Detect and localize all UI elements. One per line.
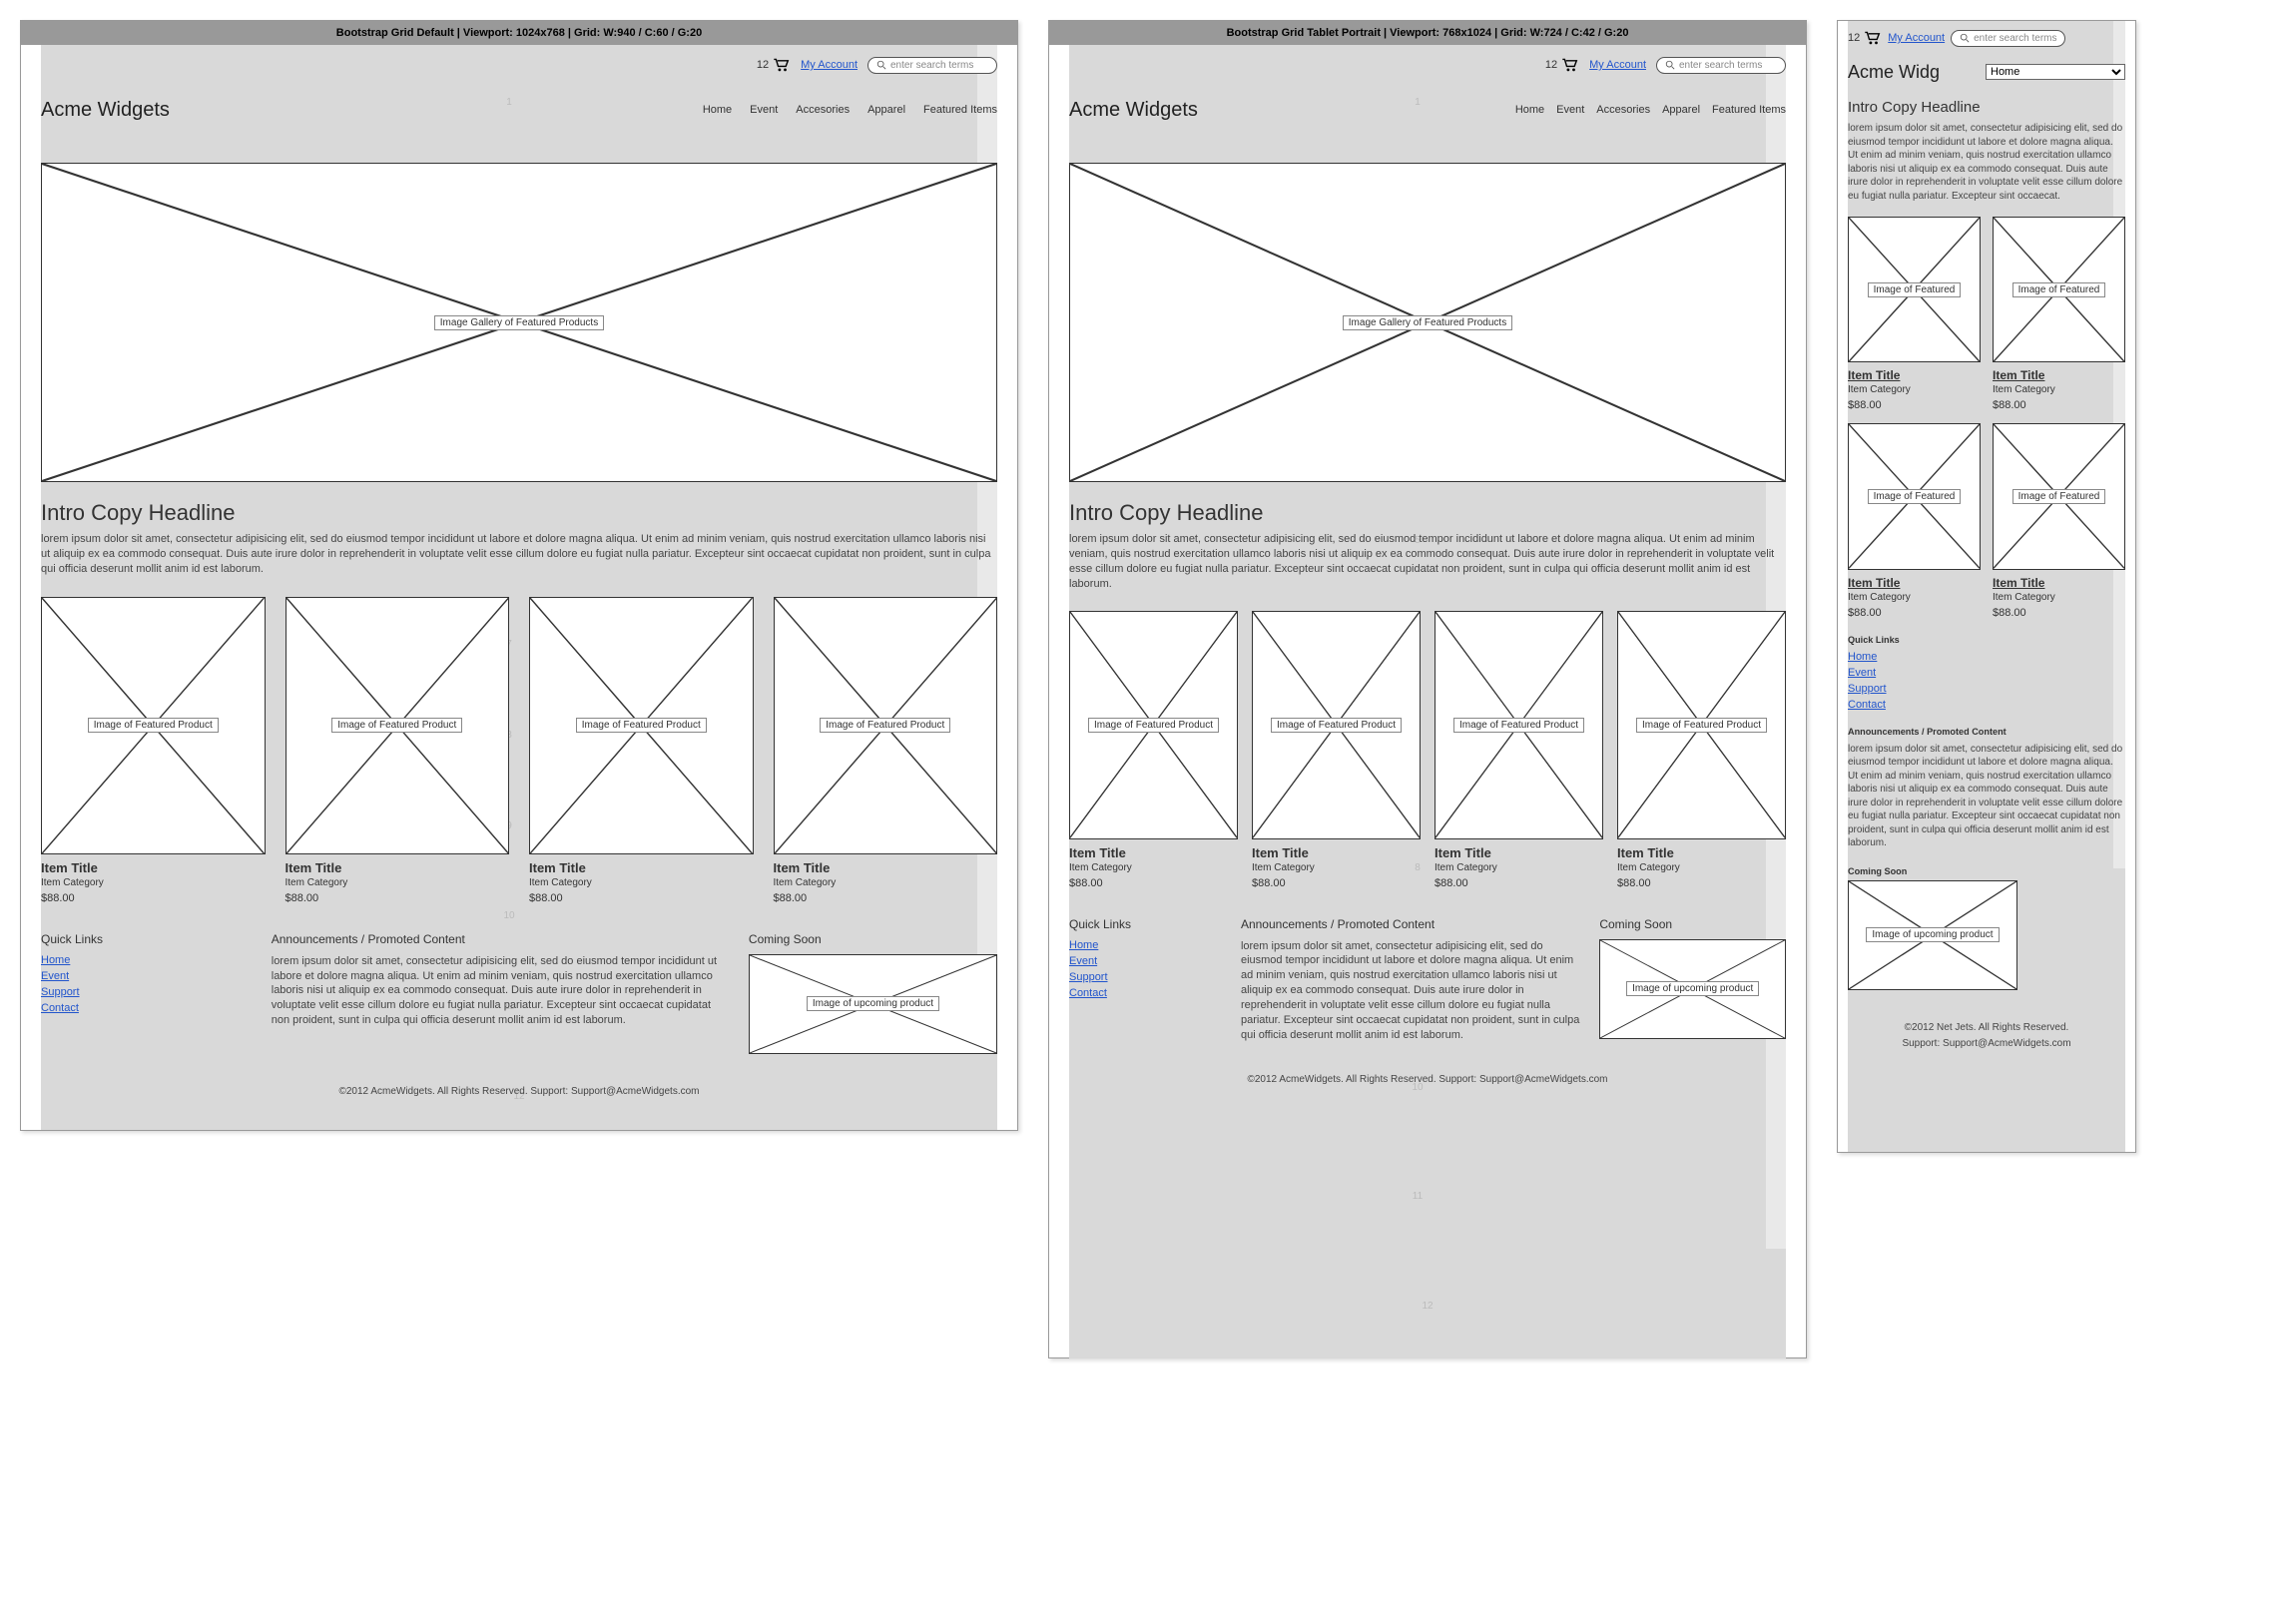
footer: ©2012 AcmeWidgets. All Rights Reserved. … [1069, 1072, 1786, 1088]
coming-soon: Coming Soon Image of upcoming product [1599, 917, 1786, 1039]
cart-icon [773, 58, 791, 72]
quick-links: Quick Links Home Event Support Contact [41, 932, 252, 1018]
intro-body: lorem ipsum dolor sit amet, consectetur … [1848, 122, 2125, 203]
cart[interactable]: 12 [1545, 58, 1579, 72]
nav-item[interactable]: Apparel [867, 104, 905, 116]
quick-link[interactable]: Home [1848, 651, 1877, 663]
nav-item[interactable]: Home [703, 104, 732, 116]
featured-product[interactable]: Image of FeaturedItem TitleItem Category… [1848, 423, 1981, 618]
intro-body: lorem ipsum dolor sit amet, consectetur … [41, 532, 997, 577]
quick-link[interactable]: Support [1848, 683, 1887, 695]
my-account-link[interactable]: My Account [1589, 59, 1646, 71]
primary-nav: Home Event Accesories Apparel Featured I… [1515, 104, 1786, 116]
featured-product[interactable]: Image of FeaturedItem TitleItem Category… [1993, 217, 2125, 411]
search-input[interactable]: enter search terms [867, 57, 997, 74]
product-category: Item Category [41, 877, 266, 888]
cart-count: 12 [757, 59, 769, 71]
search-icon [876, 60, 886, 70]
nav-item[interactable]: Event [1556, 104, 1584, 116]
hero-gallery[interactable]: Image Gallery of Featured Products [1069, 163, 1786, 482]
product-price: $88.00 [41, 892, 266, 904]
announcements: Announcements / Promoted Content lorem i… [272, 932, 729, 1028]
announcements: Announcements / Promoted Content lorem i… [1848, 727, 2125, 850]
mobile-nav-select[interactable]: Home [1986, 64, 2125, 80]
search-icon [1960, 33, 1970, 43]
nav-item[interactable]: Apparel [1662, 104, 1700, 116]
quick-link[interactable]: Event [1069, 955, 1097, 967]
brand-logo: Acme Widg [1848, 62, 1940, 83]
frame-mobile: 12 My Account enter search terms Acme Wi… [1837, 20, 2136, 1153]
featured-product[interactable]: Image of FeaturedItem TitleItem Category… [1993, 423, 2125, 618]
featured-product[interactable]: Image of Featured ProductItem TitleItem … [1435, 611, 1603, 888]
hero-gallery[interactable]: Image Gallery of Featured Products [41, 163, 997, 482]
frame-desktop: Bootstrap Grid Default | Viewport: 1024x… [20, 20, 1018, 1131]
product-title: Item Title [41, 860, 266, 875]
cart-icon [1864, 31, 1882, 45]
featured-product[interactable]: Image of FeaturedItem TitleItem Category… [1848, 217, 1981, 411]
intro-headline: Intro Copy Headline [1069, 500, 1786, 526]
frame-meta: Bootstrap Grid Tablet Portrait | Viewpor… [1049, 21, 1806, 45]
featured-product[interactable]: Image of Featured ProductItem TitleItem … [41, 597, 266, 904]
frame-tablet: Bootstrap Grid Tablet Portrait | Viewpor… [1048, 20, 1807, 1358]
featured-product[interactable]: Image of Featured ProductItem TitleItem … [774, 597, 998, 904]
quick-link[interactable]: Contact [41, 1002, 79, 1014]
cart[interactable]: 12 [1848, 31, 1882, 45]
nav-item[interactable]: Featured Items [1712, 104, 1786, 116]
search-input[interactable]: enter search terms [1656, 57, 1786, 74]
quick-links: Quick Links Home Event Support Contact [1848, 635, 2125, 711]
coming-soon-image[interactable]: Image of upcoming product [1599, 939, 1786, 1039]
search-icon [1665, 60, 1675, 70]
featured-product[interactable]: Image of Featured ProductItem TitleItem … [1617, 611, 1786, 888]
my-account-link[interactable]: My Account [1888, 32, 1945, 44]
primary-nav: Home Event Accesories Apparel Featured I… [703, 104, 997, 116]
quick-link[interactable]: Contact [1848, 699, 1886, 711]
quick-links: Quick Links Home Event Support Contact [1069, 917, 1227, 1003]
quick-link[interactable]: Contact [1069, 987, 1107, 999]
nav-item[interactable]: Accesories [1596, 104, 1650, 116]
quick-link[interactable]: Event [1848, 667, 1876, 679]
intro-headline: Intro Copy Headline [41, 500, 997, 526]
featured-product[interactable]: Image of Featured ProductItem TitleItem … [1069, 611, 1238, 888]
coming-soon-image[interactable]: Image of upcoming product [749, 954, 997, 1054]
featured-product[interactable]: Image of Featured ProductItem TitleItem … [1252, 611, 1421, 888]
coming-soon-heading: Coming Soon [749, 932, 997, 946]
search-input[interactable]: enter search terms [1951, 30, 2065, 47]
intro-body: lorem ipsum dolor sit amet, consectetur … [1069, 532, 1786, 591]
announcements-heading: Announcements / Promoted Content [272, 932, 729, 946]
nav-item[interactable]: Home [1515, 104, 1544, 116]
nav-item[interactable]: Accesories [796, 104, 850, 116]
announcements: Announcements / Promoted Content lorem i… [1241, 917, 1585, 1043]
frame-meta: Bootstrap Grid Default | Viewport: 1024x… [21, 21, 1017, 45]
nav-item[interactable]: Event [750, 104, 778, 116]
coming-soon: Coming Soon Image of upcoming product [749, 932, 997, 1054]
cart-icon [1561, 58, 1579, 72]
nav-item[interactable]: Featured Items [923, 104, 997, 116]
brand-logo: Acme Widgets [41, 99, 170, 122]
brand-logo: Acme Widgets [1069, 99, 1198, 122]
coming-soon: Coming Soon Image of upcoming product [1848, 866, 2125, 990]
search-placeholder: enter search terms [890, 60, 973, 71]
coming-soon-image[interactable]: Image of upcoming product [1848, 880, 2017, 990]
quick-link[interactable]: Support [41, 986, 80, 998]
my-account-link[interactable]: My Account [801, 59, 858, 71]
announcements-body: lorem ipsum dolor sit amet, consectetur … [272, 954, 729, 1028]
hero-label: Image Gallery of Featured Products [434, 315, 604, 330]
quick-link[interactable]: Event [41, 970, 69, 982]
quick-link[interactable]: Home [1069, 939, 1098, 951]
quick-link[interactable]: Home [41, 954, 70, 966]
featured-product[interactable]: Image of Featured ProductItem TitleItem … [529, 597, 754, 904]
cart[interactable]: 12 [757, 58, 791, 72]
quick-link[interactable]: Support [1069, 971, 1108, 983]
featured-product[interactable]: Image of Featured ProductItem TitleItem … [286, 597, 510, 904]
footer: ©2012 Net Jets. All Rights Reserved. Sup… [1848, 1020, 2125, 1052]
footer: ©2012 AcmeWidgets. All Rights Reserved. … [41, 1084, 997, 1100]
quick-links-heading: Quick Links [41, 932, 252, 946]
intro-headline: Intro Copy Headline [1848, 99, 2125, 116]
